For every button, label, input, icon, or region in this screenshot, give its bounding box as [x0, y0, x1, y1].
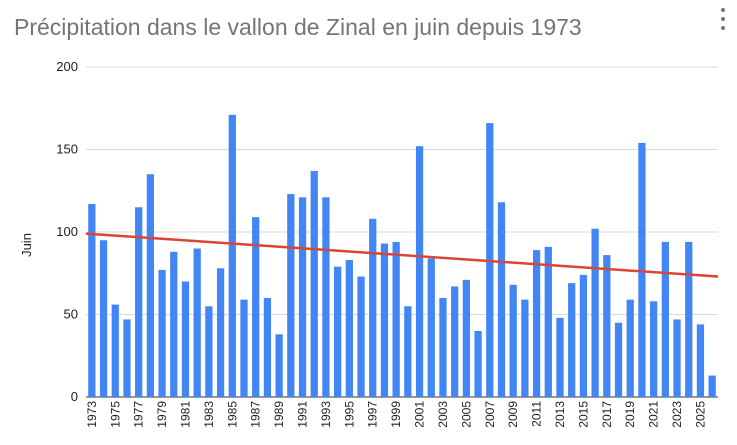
- bar: [544, 246, 552, 397]
- bar-layer: [88, 114, 716, 397]
- x-tick-label: 2007: [483, 401, 497, 428]
- bar: [392, 241, 400, 397]
- bar: [298, 197, 307, 397]
- bar: [380, 243, 389, 397]
- bar: [287, 194, 295, 397]
- x-tick-label: 1997: [366, 401, 380, 428]
- bar: [661, 241, 669, 397]
- bar: [638, 142, 646, 397]
- bar: [591, 228, 599, 397]
- menu-dot: [721, 26, 725, 30]
- bar: [252, 217, 260, 397]
- bar: [696, 324, 705, 397]
- x-tick-label: 2015: [576, 401, 590, 428]
- bar: [556, 317, 564, 397]
- bar: [685, 241, 693, 397]
- bar: [474, 331, 482, 397]
- bar: [158, 269, 166, 397]
- x-tick-label: 1999: [389, 401, 403, 428]
- bar: [146, 174, 154, 397]
- bar: [369, 218, 377, 397]
- menu-dot: [721, 8, 725, 12]
- bar: [263, 298, 272, 397]
- bar: [135, 207, 143, 397]
- x-tick-label: 2021: [647, 401, 661, 428]
- x-tick-label: 1977: [132, 401, 146, 428]
- bar: [532, 250, 541, 397]
- x-tick-label: 2003: [436, 401, 450, 428]
- bar: [275, 334, 283, 397]
- x-tick-label: 2023: [670, 401, 684, 428]
- grid-layer: [86, 66, 718, 398]
- bar: [322, 197, 330, 397]
- x-tick-label: 1973: [85, 401, 99, 428]
- chart-title: Précipitation dans le vallon de Zinal en…: [14, 14, 582, 40]
- bar: [345, 260, 353, 397]
- bar: [123, 319, 131, 397]
- trend-layer: [85, 232, 719, 278]
- bar: [205, 306, 213, 397]
- trendline: [85, 232, 719, 278]
- x-tick-label: 2005: [459, 401, 473, 428]
- x-tick-label: 2025: [693, 401, 707, 428]
- x-tick-label: 2011: [530, 401, 544, 427]
- bar: [170, 251, 178, 397]
- bar: [521, 299, 529, 397]
- bar: [404, 306, 412, 397]
- bar: [497, 202, 506, 397]
- bar: [181, 281, 190, 397]
- y-axis-label: Juin: [19, 233, 34, 257]
- bar: [673, 319, 681, 397]
- y-tick-layer: 0 50 100 150 200: [56, 59, 78, 404]
- menu-dot: [721, 17, 725, 21]
- x-tick-label: 2013: [553, 401, 567, 428]
- x-tick-label: 1993: [319, 401, 333, 428]
- bar: [310, 170, 318, 397]
- bar: [579, 274, 588, 397]
- bar: [568, 283, 576, 397]
- bar: [357, 276, 365, 397]
- x-tick-label: 1983: [202, 401, 216, 428]
- bar: [614, 322, 623, 397]
- bar: [193, 248, 201, 397]
- bar: [708, 375, 716, 397]
- more-vert-icon[interactable]: [715, 8, 731, 30]
- x-tick-label: 1995: [342, 401, 356, 428]
- x-tick-label: 1987: [249, 401, 263, 428]
- bar: [439, 298, 447, 397]
- bar: [240, 299, 248, 397]
- bar: [334, 266, 342, 397]
- x-tick-label: 2001: [413, 401, 427, 428]
- y-tick-label: 0: [71, 389, 78, 404]
- bar: [111, 304, 119, 397]
- bar: [415, 146, 424, 397]
- bar: [216, 268, 225, 397]
- x-tick-layer: 1973 1975 1977 1979 1981 1983 1985 1987 1989 1991…: [85, 401, 708, 428]
- x-tick-label: 1979: [155, 401, 169, 428]
- bar: [88, 203, 96, 397]
- bar: [427, 258, 435, 397]
- x-tick-label: 1985: [225, 401, 239, 428]
- y-tick-label: 50: [64, 307, 78, 322]
- x-tick-label: 1991: [296, 401, 310, 428]
- x-tick-label: 2017: [600, 401, 614, 428]
- bar: [228, 114, 236, 397]
- x-tick-label: 2019: [623, 401, 637, 428]
- bar: [626, 299, 634, 397]
- bar: [603, 255, 611, 397]
- bar: [509, 284, 517, 397]
- bar: [451, 286, 459, 397]
- y-tick-label: 200: [56, 59, 78, 74]
- y-tick-label: 100: [56, 224, 78, 239]
- x-tick-label: 1975: [108, 401, 122, 428]
- x-tick-label: 2009: [506, 401, 520, 428]
- bar: [99, 240, 108, 397]
- bar: [650, 301, 658, 397]
- bar: [462, 279, 470, 397]
- x-tick-label: 1981: [178, 401, 192, 428]
- y-tick-label: 150: [56, 142, 78, 157]
- x-tick-label: 1989: [272, 401, 286, 428]
